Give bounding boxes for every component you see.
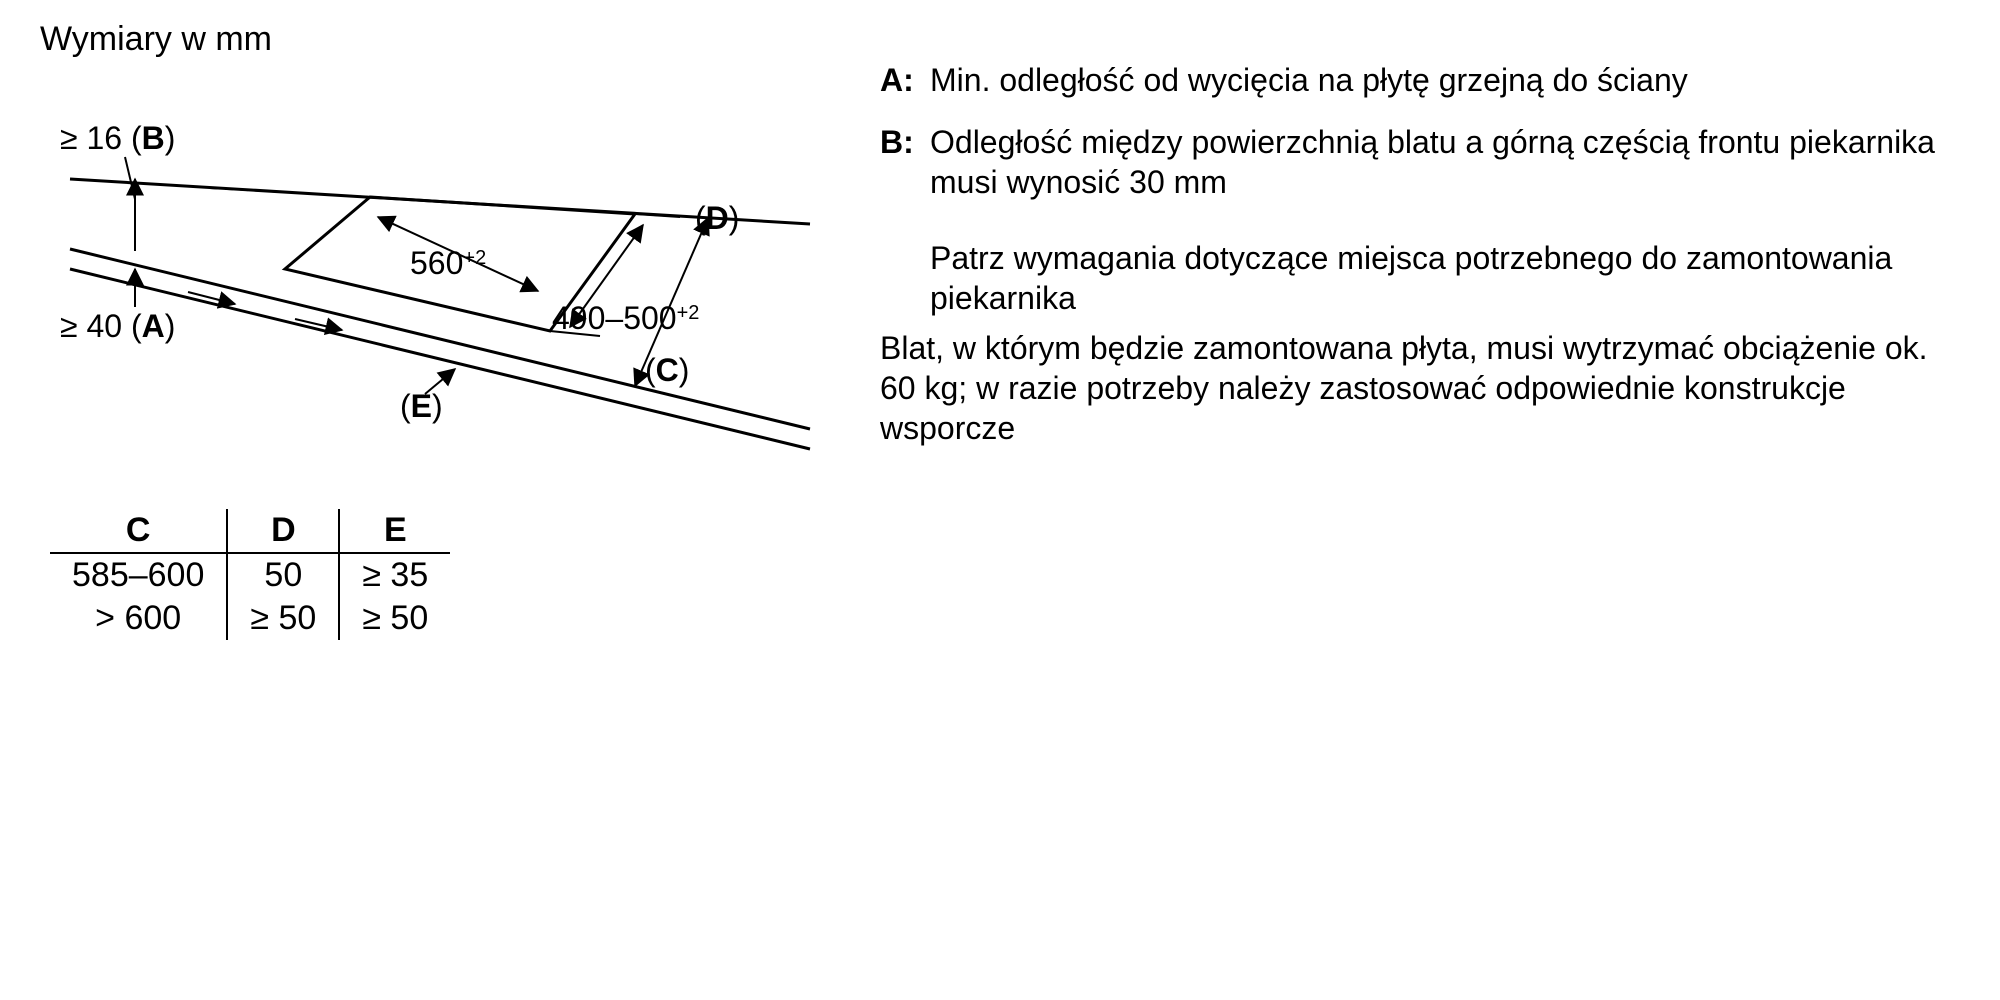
table-cell: ≥ 50 — [339, 597, 450, 640]
svg-text:(D): (D) — [695, 200, 739, 236]
diagram-label-c-open: ( — [645, 352, 656, 388]
note-line-1: Patrz wymagania dotyczące miejsca potrze… — [880, 238, 1960, 318]
note-line-2: Blat, w którym będzie zamontowana płyta,… — [880, 330, 1928, 446]
table-header-c: C — [50, 509, 227, 553]
diagram-dim-width: 560 — [410, 245, 463, 281]
table-cell: > 600 — [50, 597, 227, 640]
svg-text:490–500+2: 490–500+2 — [552, 300, 699, 336]
svg-text:560+2: 560+2 — [410, 245, 486, 281]
diagram-dim-width-sup: +2 — [463, 247, 486, 269]
table-row: > 600 ≥ 50 ≥ 50 — [50, 597, 450, 640]
definition-key-a: A: — [880, 60, 930, 100]
dimension-table: C D E 585–600 50 ≥ 35 > 600 ≥ 50 ≥ 50 — [50, 509, 450, 640]
svg-text:≥ 16 (B): ≥ 16 (B) — [60, 120, 175, 156]
note-block: Patrz wymagania dotyczące miejsca potrze… — [880, 238, 1960, 448]
diagram-label-d-letter: D — [706, 200, 729, 236]
diagram-label-d-close: ) — [729, 200, 740, 236]
diagram-label-a-letter: A — [142, 308, 165, 344]
diagram-label-c-close: ) — [679, 352, 690, 388]
diagram-label-b-letter: B — [142, 120, 165, 156]
definition-list: A: Min. odległość od wycięcia na płytę g… — [880, 60, 1960, 202]
svg-text:(E): (E) — [400, 388, 443, 424]
definition-key-b: B: — [880, 122, 930, 202]
page-title: Wymiary w mm — [40, 20, 840, 59]
diagram-label-e-close: ) — [432, 388, 443, 424]
table-row: 585–600 50 ≥ 35 — [50, 553, 450, 597]
diagram-label-b-prefix: ≥ 16 ( — [60, 120, 142, 156]
diagram-label-c-letter: C — [656, 352, 679, 388]
svg-text:≥ 40 (A): ≥ 40 (A) — [60, 308, 175, 344]
diagram-label-e-open: ( — [400, 388, 411, 424]
table-cell: 585–600 — [50, 553, 227, 597]
svg-text:(C): (C) — [645, 352, 689, 388]
definition-text-a: Min. odległość od wycięcia na płytę grze… — [930, 60, 1960, 100]
table-header-d: D — [227, 509, 339, 553]
diagram-label-d-open: ( — [695, 200, 706, 236]
diagram-label-e-letter: E — [411, 388, 432, 424]
definition-text-b: Odległość między powierzchnią blatu a gó… — [930, 122, 1960, 202]
diagram-label-a-prefix: ≥ 40 ( — [60, 308, 142, 344]
diagram-dim-depth-sup: +2 — [677, 302, 700, 324]
dimension-diagram: ≥ 16 (B) ≥ 40 (A) 560+2 490–500+2 (D) — [40, 69, 820, 469]
table-cell: ≥ 50 — [227, 597, 339, 640]
table-cell: ≥ 35 — [339, 553, 450, 597]
table-cell: 50 — [227, 553, 339, 597]
table-header-e: E — [339, 509, 450, 553]
diagram-dim-depth: 490–500 — [552, 300, 677, 336]
diagram-label-a-close: ) — [165, 308, 176, 344]
diagram-label-b-close: ) — [165, 120, 176, 156]
